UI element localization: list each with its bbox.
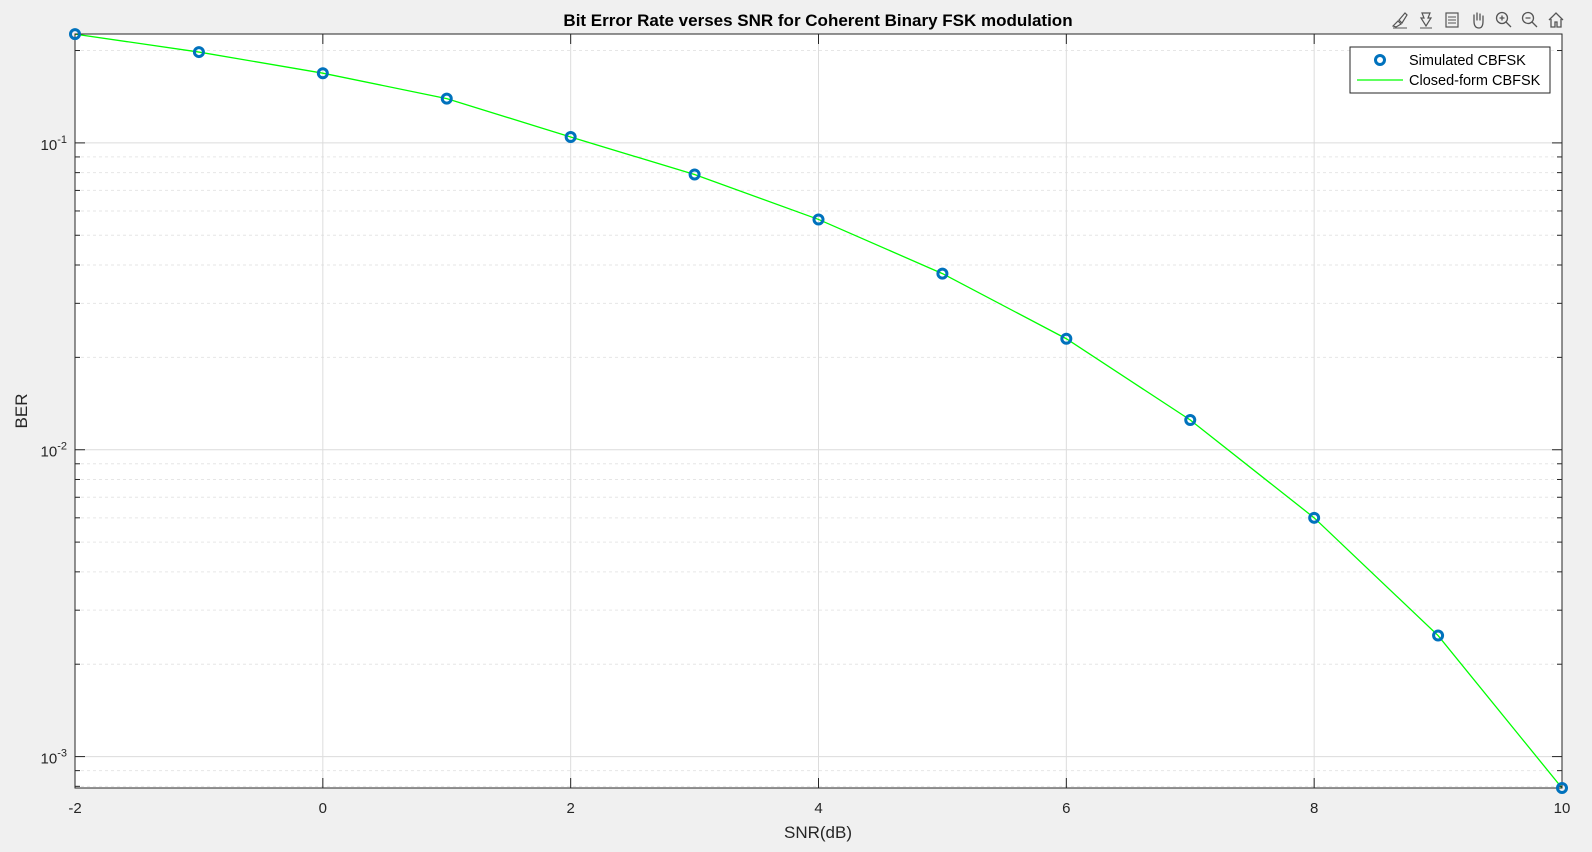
simulated-point xyxy=(564,131,577,144)
zoom-in-icon xyxy=(1495,11,1512,28)
simulated-point xyxy=(1184,414,1197,427)
legend-label-simulated: Simulated CBFSK xyxy=(1409,53,1526,69)
simulated-point xyxy=(688,168,701,181)
simulated-point xyxy=(440,92,453,105)
x-tick-label: 6 xyxy=(1062,800,1070,817)
simulated-point xyxy=(1060,332,1073,345)
legend-marker-simulated xyxy=(1374,54,1386,66)
simulated-point xyxy=(812,213,825,226)
y-tick-label: 10-2 xyxy=(41,441,67,461)
restore-view-icon xyxy=(1445,12,1459,28)
legend-box xyxy=(1349,46,1551,94)
x-tick-label: 2 xyxy=(566,800,574,817)
data-markers xyxy=(69,28,1568,794)
simulated-point xyxy=(192,46,205,59)
x-tick-label: 8 xyxy=(1310,800,1318,817)
zoom-in-button[interactable] xyxy=(1492,8,1516,32)
legend[interactable]: Simulated CBFSK Closed-form CBFSK xyxy=(1349,46,1551,94)
y-tick-label: 10-3 xyxy=(41,748,67,768)
zoom-out-button[interactable] xyxy=(1518,8,1542,32)
chart-title: Bit Error Rate verses SNR for Coherent B… xyxy=(563,11,1072,30)
plot-lines xyxy=(74,33,1563,789)
y-tick-labels: 10-3 10-2 10-1 xyxy=(41,134,67,768)
simulated-point xyxy=(69,28,81,41)
x-axis-label: SNR(dB) xyxy=(784,823,852,842)
y-tick-label: 10-1 xyxy=(41,134,67,154)
closed-form-line xyxy=(74,33,1563,789)
y-axis-label: BER xyxy=(12,394,31,429)
pan-icon xyxy=(1473,12,1484,29)
data-tip-icon xyxy=(1419,12,1433,29)
brush-icon xyxy=(1391,12,1408,29)
zoom-out-icon xyxy=(1521,11,1538,28)
axes-toolbar xyxy=(1388,8,1568,32)
restore-view-button[interactable] xyxy=(1440,8,1464,32)
simulated-point xyxy=(936,267,949,280)
simulated-point xyxy=(1308,511,1321,524)
x-tick-label: -2 xyxy=(68,800,81,817)
simulated-point xyxy=(1432,629,1445,642)
simulated-point xyxy=(1556,782,1568,794)
home-icon xyxy=(1548,12,1564,28)
brush-button[interactable] xyxy=(1388,8,1412,32)
home-button[interactable] xyxy=(1544,8,1568,32)
legend-label-closed-form: Closed-form CBFSK xyxy=(1409,73,1541,89)
simulated-point xyxy=(316,67,329,80)
pan-button[interactable] xyxy=(1466,8,1490,32)
x-tick-labels: -2 0 2 4 6 8 10 xyxy=(68,800,1570,817)
x-tick-label: 10 xyxy=(1554,800,1571,817)
data-tip-button[interactable] xyxy=(1414,8,1438,32)
x-tick-label: 0 xyxy=(319,800,327,817)
x-tick-label: 4 xyxy=(814,800,822,817)
